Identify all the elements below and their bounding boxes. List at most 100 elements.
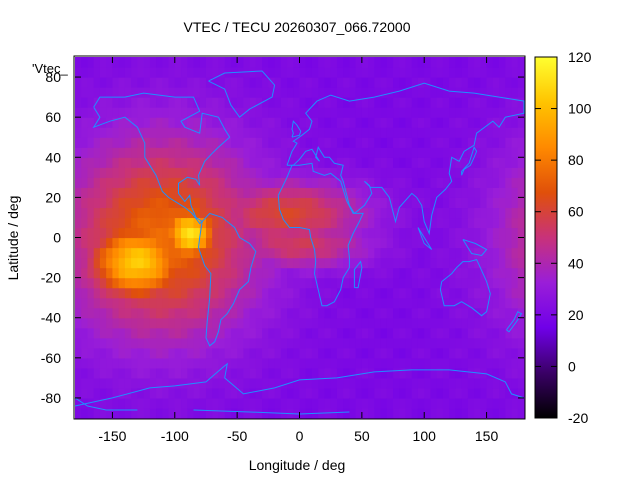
heatmap-cell bbox=[436, 337, 444, 349]
heatmap-cell bbox=[318, 237, 326, 249]
heatmap-cell bbox=[442, 287, 450, 299]
heatmap-cell bbox=[511, 207, 519, 219]
heatmap-cell bbox=[243, 337, 251, 349]
heatmap-cell bbox=[156, 277, 163, 289]
heatmap-cell bbox=[361, 247, 369, 259]
heatmap-cell bbox=[467, 207, 475, 219]
heatmap-cell bbox=[181, 187, 188, 198]
heatmap-cell bbox=[199, 177, 207, 188]
heatmap-cell bbox=[399, 227, 407, 239]
heatmap-cell bbox=[118, 127, 126, 138]
heatmap-cell bbox=[499, 397, 506, 409]
heatmap-cell bbox=[143, 287, 151, 299]
heatmap-cell bbox=[480, 387, 488, 399]
heatmap-cell bbox=[299, 317, 307, 329]
heatmap-cell bbox=[430, 397, 438, 409]
heatmap-cell bbox=[274, 277, 282, 289]
heatmap-cell bbox=[237, 117, 244, 128]
heatmap-cell bbox=[411, 237, 419, 249]
heatmap-cell bbox=[93, 307, 101, 319]
heatmap-cell bbox=[517, 207, 525, 219]
heatmap-cell bbox=[355, 57, 363, 68]
heatmap-cell bbox=[224, 77, 232, 88]
heatmap-cell bbox=[87, 327, 95, 339]
heatmap-cell bbox=[168, 117, 176, 128]
heatmap-cell bbox=[274, 317, 282, 329]
heatmap-cell bbox=[517, 337, 525, 349]
heatmap-cell bbox=[299, 167, 307, 178]
heatmap-cell bbox=[405, 257, 413, 269]
heatmap-cell bbox=[330, 257, 338, 269]
heatmap-cell bbox=[81, 187, 89, 198]
heatmap-cell bbox=[205, 367, 213, 379]
heatmap-cell bbox=[336, 77, 344, 88]
heatmap-cell bbox=[343, 297, 350, 309]
heatmap-cell bbox=[287, 117, 294, 128]
heatmap-cell bbox=[436, 87, 444, 98]
heatmap-cell bbox=[268, 247, 276, 259]
heatmap-cell bbox=[124, 367, 132, 379]
heatmap-cell bbox=[386, 377, 394, 389]
heatmap-cell bbox=[368, 127, 375, 138]
heatmap-cell bbox=[405, 357, 413, 369]
heatmap-cell bbox=[505, 167, 513, 178]
heatmap-cell bbox=[187, 397, 195, 409]
heatmap-cell bbox=[411, 107, 419, 118]
heatmap-cell bbox=[330, 327, 338, 339]
heatmap-cell bbox=[368, 97, 375, 108]
heatmap-cell bbox=[280, 287, 288, 299]
heatmap-cell bbox=[149, 177, 157, 188]
coastline bbox=[193, 409, 350, 415]
heatmap-cell bbox=[193, 167, 201, 178]
heatmap-cell bbox=[156, 207, 163, 219]
heatmap-cell bbox=[505, 237, 513, 249]
heatmap-cell bbox=[411, 387, 419, 399]
heatmap-cell bbox=[380, 127, 388, 138]
heatmap-cell bbox=[424, 347, 432, 359]
heatmap-cell bbox=[343, 107, 350, 118]
heatmap-cell bbox=[280, 157, 288, 168]
heatmap-cell bbox=[305, 257, 313, 269]
heatmap-cell bbox=[268, 227, 276, 239]
heatmap-cell bbox=[274, 177, 282, 188]
heatmap-cell bbox=[205, 307, 213, 319]
heatmap-cell bbox=[193, 217, 201, 229]
heatmap-cell bbox=[118, 227, 126, 239]
heatmap-cell bbox=[149, 87, 157, 98]
heatmap-cell bbox=[492, 267, 500, 279]
heatmap-cell bbox=[249, 277, 257, 289]
heatmap-cell bbox=[393, 307, 400, 319]
heatmap-cell bbox=[131, 227, 138, 239]
heatmap-cell bbox=[249, 117, 257, 128]
heatmap-cell bbox=[424, 297, 432, 309]
heatmap-cell bbox=[299, 297, 307, 309]
heatmap-cell bbox=[305, 387, 313, 399]
heatmap-cell bbox=[305, 217, 313, 229]
heatmap-cell bbox=[461, 397, 469, 409]
heatmap-cell bbox=[343, 87, 350, 98]
heatmap-cell bbox=[193, 57, 201, 68]
heatmap-cell bbox=[436, 207, 444, 219]
heatmap-cell bbox=[411, 337, 419, 349]
heatmap-cell bbox=[330, 357, 338, 369]
heatmap-cell bbox=[87, 227, 95, 239]
heatmap-cell bbox=[330, 97, 338, 108]
heatmap-cell bbox=[318, 337, 326, 349]
heatmap-cell bbox=[162, 357, 170, 369]
heatmap-cell bbox=[237, 217, 244, 229]
heatmap-cell bbox=[149, 337, 157, 349]
heatmap-cell bbox=[106, 117, 114, 128]
heatmap-cell bbox=[274, 387, 282, 399]
heatmap-cell bbox=[143, 347, 151, 359]
heatmap-cell bbox=[305, 207, 313, 219]
heatmap-cell bbox=[181, 337, 188, 349]
heatmap-cell bbox=[137, 347, 145, 359]
heatmap-cell bbox=[424, 167, 432, 178]
heatmap-cell bbox=[93, 237, 101, 249]
heatmap-cell bbox=[81, 77, 89, 88]
heatmap-cell bbox=[324, 157, 332, 168]
heatmap-cell bbox=[474, 117, 481, 128]
heatmap-cell bbox=[137, 407, 145, 419]
heatmap-cell bbox=[237, 177, 244, 188]
heatmap-cell bbox=[393, 137, 400, 148]
